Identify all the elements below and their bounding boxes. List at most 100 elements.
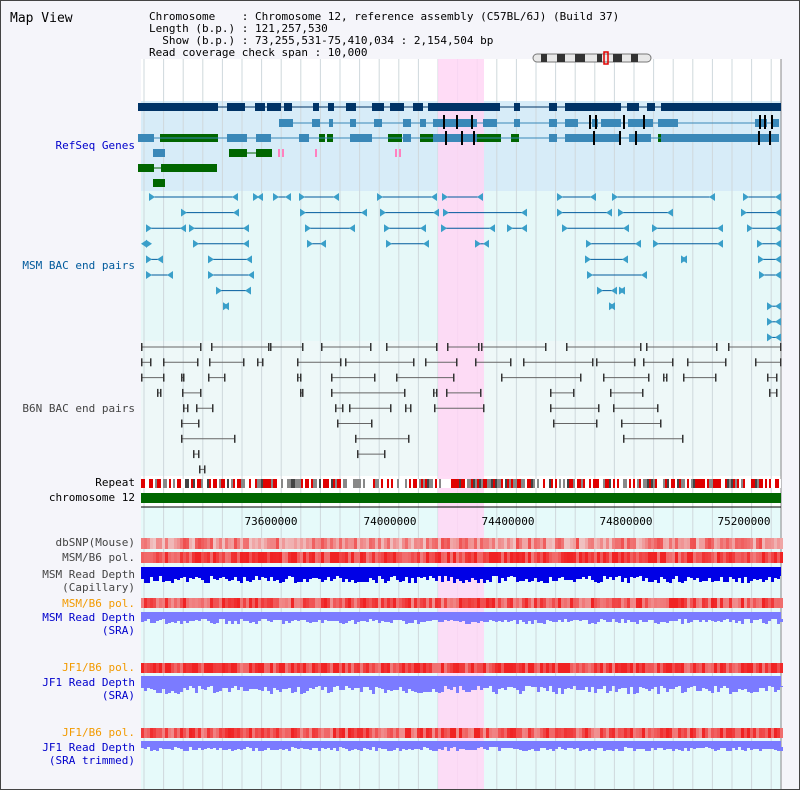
msm-b6-pol-sra-cell — [657, 598, 660, 608]
msm-b6-pol-sra-cell — [537, 598, 540, 608]
gene-marker — [315, 149, 317, 157]
bac-end-marker — [423, 239, 429, 248]
msm-read-depth-capillary-bar — [333, 576, 336, 579]
msm-read-depth-capillary-bar — [381, 576, 384, 579]
dbsnp-cell — [267, 538, 270, 549]
track-label-msm-read-depth-sra[interactable]: MSM Read Depth — [42, 611, 135, 624]
repeat-segment — [685, 479, 687, 488]
msm-read-depth-capillary-bar — [309, 576, 312, 579]
gene-exon — [229, 149, 247, 157]
track-label-chromosome[interactable]: chromosome 12 — [48, 491, 135, 504]
jf1-read-depth-sra-bar — [711, 686, 714, 693]
track-label-msm-read-depth-capillary[interactable]: MSM Read Depth — [42, 568, 135, 581]
jf1-read-depth-sra-bar — [294, 686, 297, 692]
gene-exon — [420, 119, 426, 127]
track-label-jf1-read-depth-sra[interactable]: JF1 Read Depth — [42, 676, 135, 689]
repeat-segment — [435, 479, 437, 488]
track-label-jf1-read-depth-trimmed[interactable]: JF1 Read Depth — [42, 741, 135, 754]
msm-read-depth-sra-bar — [468, 619, 471, 624]
msm-b6-pol-sra-cell — [531, 598, 534, 608]
jf1-read-depth-trimmed-bar — [753, 747, 756, 749]
track-label-msm-bac[interactable]: MSM BAC end pairs — [22, 259, 135, 272]
msm-b6-pol-sra-cell — [738, 598, 741, 608]
jf1-b6-pol-2-cell — [576, 728, 579, 738]
msm-read-depth-sra-bar — [258, 619, 261, 621]
dbsnp-cell — [375, 538, 378, 549]
dbsnp-cell — [771, 538, 774, 549]
repeat-segment — [745, 479, 747, 488]
msm-b6-pol-sra-cell — [663, 598, 666, 608]
repeat-segment — [205, 479, 207, 488]
msm-read-depth-capillary-bar — [507, 576, 510, 577]
jf1-b6-pol-cell — [633, 663, 636, 673]
msm-read-depth-capillary-bar — [357, 576, 360, 582]
msm-read-depth-capillary-bar — [669, 576, 672, 583]
repeat-segment — [687, 479, 689, 488]
msm-b6-pol-cell — [744, 552, 747, 563]
jf1-b6-pol-2-cell — [342, 728, 345, 738]
jf1-b6-pol-2-cell — [762, 728, 765, 738]
msm-b6-pol-cell — [240, 552, 243, 563]
refseq-gene-track[interactable] — [138, 103, 781, 187]
repeat-segment — [597, 479, 599, 488]
jf1-read-depth-sra-bar — [252, 686, 255, 689]
msm-read-depth-capillary-bar — [162, 576, 165, 582]
repeat-segment — [681, 479, 683, 488]
msm-b6-pol-cell — [522, 552, 525, 563]
msm-b6-pol-sra-cell — [666, 598, 669, 608]
repeat-segment — [575, 479, 577, 488]
msm-b6-pol-cell — [642, 552, 645, 563]
dbsnp-cell — [591, 538, 594, 549]
jf1-read-depth-trimmed-bar — [747, 747, 750, 748]
track-label-jf1-b6-pol-2[interactable]: JF1/B6 pol. — [62, 726, 135, 739]
msm-bac-track[interactable] — [141, 193, 781, 342]
dbsnp-cell — [171, 538, 174, 549]
msm-b6-pol-cell — [315, 552, 318, 563]
jf1-b6-pol-cell — [165, 663, 168, 673]
repeat-segment — [397, 479, 399, 488]
track-label-b6n-bac[interactable]: B6N BAC end pairs — [22, 402, 135, 415]
b6n-bac-track[interactable] — [141, 343, 782, 474]
msm-b6-pol-sra-cell — [186, 598, 189, 608]
msm-b6-pol-sra-cell — [228, 598, 231, 608]
jf1-read-depth-sra-bar — [270, 686, 273, 694]
repeat-segment — [237, 479, 239, 488]
track-label-repeat[interactable]: Repeat — [95, 476, 135, 489]
track-label-msm-b6-pol[interactable]: MSM/B6 pol. — [62, 551, 135, 564]
jf1-read-depth-sra-bar — [765, 686, 768, 691]
jf1-b6-pol-2-cell — [255, 728, 258, 738]
jf1-read-depth-sra-bar — [417, 686, 420, 693]
msm-b6-pol-sra-cell — [441, 598, 444, 608]
msm-read-depth-sra-bar — [159, 619, 162, 620]
jf1-read-depth-sra-bar — [276, 686, 279, 690]
repeat-track[interactable] — [141, 479, 781, 488]
msm-read-depth-capillary-bar — [543, 576, 546, 583]
bac-end-marker — [404, 388, 406, 397]
jf1-b6-pol-cell — [507, 663, 510, 673]
bac-end-marker — [741, 208, 747, 217]
jf1-read-depth-sra-bar — [432, 686, 435, 689]
info-chromosome: Chromosome : Chromosome 12, reference as… — [149, 10, 620, 23]
chromosome-ideogram[interactable] — [532, 51, 652, 65]
jf1-b6-pol-cell — [252, 663, 255, 673]
msm-b6-pol-cell — [285, 552, 288, 563]
msm-read-depth-capillary-bar — [579, 576, 582, 579]
track-label-refseq[interactable]: RefSeq Genes — [55, 139, 135, 152]
track-label-capillary: (Capillary) — [62, 581, 135, 594]
jf1-read-depth-trimmed-bar — [345, 747, 348, 749]
repeat-segment — [155, 479, 157, 488]
track-label-jf1-b6-pol[interactable]: JF1/B6 pol. — [62, 661, 135, 674]
bac-end-marker — [489, 224, 495, 233]
repeat-segment — [225, 479, 227, 488]
repeat-segment — [515, 479, 517, 488]
repeat-segment — [247, 479, 249, 488]
jf1-b6-pol-2-cell — [360, 728, 363, 738]
jf1-b6-pol-2-cell — [648, 728, 651, 738]
bac-end-marker — [189, 224, 195, 233]
track-label-dbsnp[interactable]: dbSNP(Mouse) — [55, 536, 135, 549]
chromosome-bar[interactable] — [141, 493, 781, 503]
msm-b6-pol-sra-cell — [771, 598, 774, 608]
dbsnp-cell — [546, 538, 549, 549]
track-label-msm-b6-pol-sra[interactable]: MSM/B6 pol. — [62, 597, 135, 610]
